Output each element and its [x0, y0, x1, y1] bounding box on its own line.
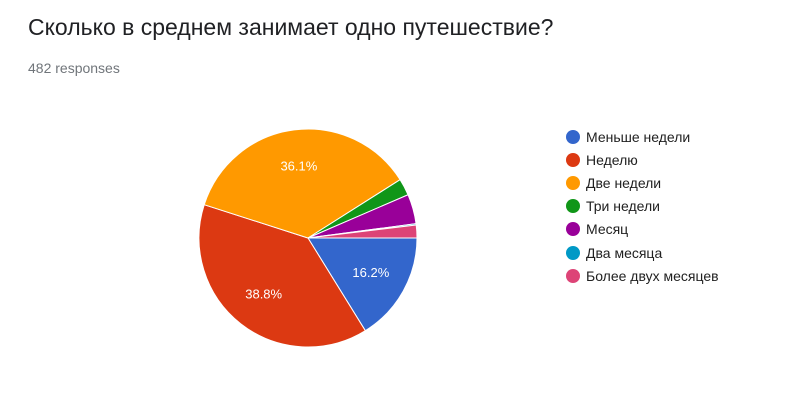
legend-label: Меньше недели	[586, 128, 691, 145]
legend-swatch-icon	[566, 268, 580, 283]
pie-slice-label: 38.8%	[245, 287, 282, 302]
legend-label: Более двух месяцев	[586, 267, 719, 284]
legend-label: Три недели	[586, 198, 660, 215]
legend-item: Месяц	[566, 218, 719, 241]
legend-label: Месяц	[586, 221, 629, 238]
pie-slice-label: 16.2%	[352, 265, 389, 280]
pie-slice-labels: 16.2% 38.8% 36.1%	[245, 159, 389, 302]
legend-item: Меньше недели	[566, 125, 719, 148]
legend-swatch-icon	[566, 129, 580, 144]
legend-item: Более двух месяцев	[566, 264, 719, 287]
legend-item: Два месяца	[566, 241, 719, 264]
response-count: 482 responses	[28, 60, 120, 76]
chart-legend: Меньше недели Неделю Две недели Три недели М…	[566, 125, 719, 287]
legend-item: Неделю	[566, 148, 719, 171]
pie-slice	[307, 224, 418, 239]
pie-slice-label: 36.1%	[280, 159, 317, 174]
legend-swatch-icon	[566, 222, 580, 237]
legend-swatch-icon	[566, 199, 580, 214]
legend-label: Два месяца	[586, 244, 663, 261]
legend-swatch-icon	[566, 175, 580, 190]
pie-slice	[203, 128, 401, 239]
pie-slices	[198, 128, 418, 348]
legend-label: Неделю	[586, 151, 638, 168]
legend-item: Две недели	[566, 171, 719, 194]
pie-slice	[198, 204, 367, 348]
legend-swatch-icon	[566, 152, 580, 167]
pie-slice	[307, 237, 418, 332]
question-title: Сколько в среднем занимает одно путешест…	[28, 14, 554, 40]
legend-item: Три недели	[566, 195, 719, 218]
legend-label: Две недели	[586, 174, 662, 191]
legend-swatch-icon	[566, 245, 580, 260]
